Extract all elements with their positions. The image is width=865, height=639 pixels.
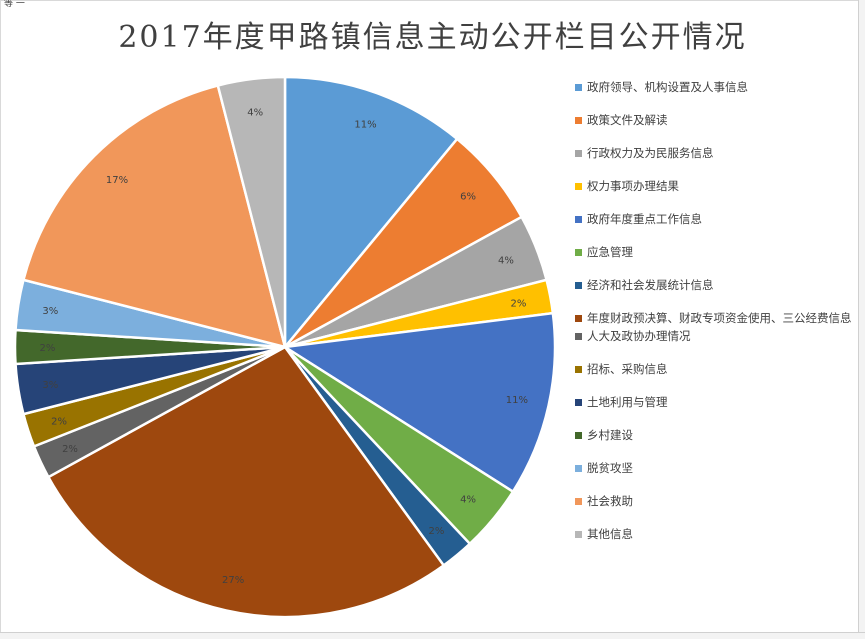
legend-label: 政府年度重点工作信息 <box>587 212 702 226</box>
legend-label: 行政权力及为民服务信息 <box>587 146 714 160</box>
slice-percent-label: 2% <box>429 526 445 537</box>
spreadsheet-edge-bottom <box>0 632 865 639</box>
legend-swatch <box>575 117 582 124</box>
legend-item: 土地利用与管理 <box>575 395 860 410</box>
legend-item: 脱贫攻坚 <box>575 461 860 476</box>
legend-label: 经济和社会发展统计信息 <box>587 278 714 292</box>
legend-swatch <box>575 315 582 322</box>
legend-item: 社会救助 <box>575 494 860 509</box>
legend-label: 政策文件及解读 <box>587 113 668 127</box>
slice-percent-label: 6% <box>460 192 476 203</box>
legend-item: 经济和社会发展统计信息 <box>575 278 860 293</box>
slice-percent-label: 27% <box>222 575 244 586</box>
legend-swatch <box>575 333 582 340</box>
legend-label: 年度财政预决算、财政专项资金使用、三公经费信息 <box>587 311 852 325</box>
pie-slice <box>281 311 557 494</box>
legend-item: 政策文件及解读 <box>575 113 860 128</box>
legend-item: 应急管理 <box>575 245 860 260</box>
slice-percent-label: 4% <box>247 107 263 118</box>
slice-percent-label: 2% <box>39 343 55 354</box>
legend-item: 人大及政协办理情况 <box>575 329 860 344</box>
legend-label: 乡村建设 <box>587 428 633 442</box>
slice-percent-label: 17% <box>106 175 128 186</box>
slice-percent-label: 2% <box>62 444 78 455</box>
legend-swatch <box>575 183 582 190</box>
legend-swatch <box>575 366 582 373</box>
corner-cell-text: 等 一 <box>4 0 25 9</box>
legend-swatch <box>575 399 582 406</box>
pie-slice <box>216 75 287 348</box>
pie-slice <box>283 75 459 351</box>
legend-swatch <box>575 216 582 223</box>
legend-item: 年度财政预决算、财政专项资金使用、三公经费信息 <box>575 311 860 326</box>
legend-item: 乡村建设 <box>575 428 860 443</box>
legend-label: 应急管理 <box>587 245 633 259</box>
legend-item: 权力事项办理结果 <box>575 179 860 194</box>
pie-slice <box>46 345 446 619</box>
legend-item: 招标、采购信息 <box>575 362 860 377</box>
slice-percent-label: 2% <box>51 416 67 427</box>
legend-label: 脱贫攻坚 <box>587 461 633 475</box>
legend-swatch <box>575 282 582 289</box>
legend-swatch <box>575 531 582 538</box>
spreadsheet-edge-right <box>858 0 865 639</box>
pie-slice <box>21 83 287 349</box>
legend-item: 政府年度重点工作信息 <box>575 212 860 227</box>
legend-label: 人大及政协办理情况 <box>587 329 691 343</box>
slice-percent-label: 11% <box>506 395 528 406</box>
slice-percent-label: 3% <box>42 306 58 317</box>
legend-swatch <box>575 465 582 472</box>
legend-swatch <box>575 150 582 157</box>
legend-swatch <box>575 498 582 505</box>
legend-label: 权力事项办理结果 <box>587 179 679 193</box>
legend-item: 政府领导、机构设置及人事信息 <box>575 80 860 95</box>
legend-label: 其他信息 <box>587 527 633 541</box>
slice-percent-label: 11% <box>354 119 376 130</box>
legend-swatch <box>575 432 582 439</box>
chart-legend: 政府领导、机构设置及人事信息 政策文件及解读行政权力及为民服务信息 权力事项办理结果… <box>575 80 860 560</box>
legend-item: 行政权力及为民服务信息 <box>575 146 860 161</box>
legend-swatch <box>575 84 582 91</box>
legend-item: 其他信息 <box>575 527 860 542</box>
slice-percent-label: 3% <box>42 380 58 391</box>
legend-label: 招标、采购信息 <box>587 362 668 376</box>
slice-percent-label: 4% <box>498 256 514 267</box>
legend-label: 社会救助 <box>587 494 633 508</box>
legend-swatch <box>575 249 582 256</box>
slice-percent-label: 2% <box>510 298 526 309</box>
slice-percent-label: 4% <box>460 494 476 505</box>
legend-label: 政府领导、机构设置及人事信息 <box>587 80 748 94</box>
chart-title: 2017年度甲路镇信息主动公开栏目公开情况 <box>118 20 747 55</box>
legend-label: 土地利用与管理 <box>587 395 668 409</box>
